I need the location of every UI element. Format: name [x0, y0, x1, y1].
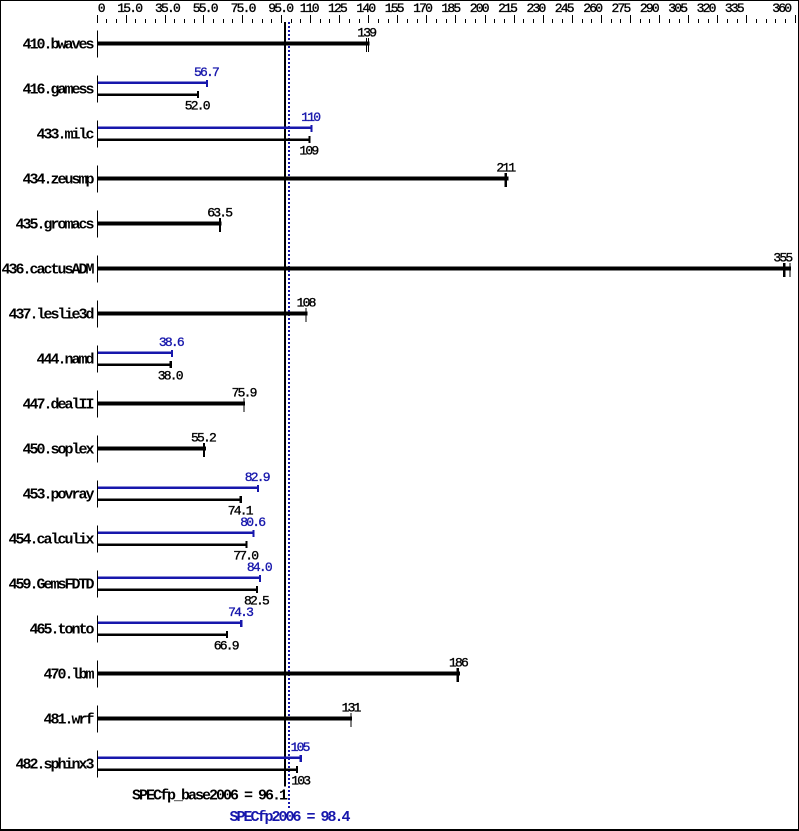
svg-text:481.wrf: 481.wrf — [43, 712, 94, 729]
svg-text:140: 140 — [356, 1, 375, 16]
svg-text:0: 0 — [98, 1, 105, 16]
svg-text:290: 290 — [640, 1, 659, 16]
svg-text:82.5: 82.5 — [244, 594, 269, 609]
svg-text:453.povray: 453.povray — [22, 487, 94, 504]
svg-text:170: 170 — [413, 1, 432, 16]
svg-text:436.cactusADM: 436.cactusADM — [1, 262, 94, 279]
svg-text:75.9: 75.9 — [232, 386, 257, 401]
svg-text:355: 355 — [773, 251, 792, 266]
svg-text:215: 215 — [498, 1, 517, 16]
svg-text:482.sphinx3: 482.sphinx3 — [15, 757, 94, 774]
svg-text:434.zeusmp: 434.zeusmp — [22, 172, 94, 189]
svg-text:77.0: 77.0 — [233, 549, 258, 564]
svg-text:SPECfp_base2006 = 96.1: SPECfp_base2006 = 96.1 — [132, 788, 288, 805]
svg-text:56.7: 56.7 — [194, 65, 219, 80]
svg-text:55.0: 55.0 — [193, 1, 218, 16]
svg-text:416.gamess: 416.gamess — [22, 82, 94, 99]
svg-text:260: 260 — [583, 1, 602, 16]
svg-text:74.3: 74.3 — [228, 605, 253, 620]
svg-text:155: 155 — [385, 1, 404, 16]
svg-text:245: 245 — [555, 1, 574, 16]
svg-text:186: 186 — [449, 656, 468, 671]
svg-text:185: 185 — [441, 1, 460, 16]
svg-text:454.calculix: 454.calculix — [8, 532, 94, 549]
svg-text:55.2: 55.2 — [191, 431, 216, 446]
svg-text:435.gromacs: 435.gromacs — [15, 217, 94, 234]
svg-text:437.leslie3d: 437.leslie3d — [8, 307, 93, 324]
svg-text:38.6: 38.6 — [159, 335, 184, 350]
svg-text:305: 305 — [668, 1, 687, 16]
svg-text:465.tonto: 465.tonto — [29, 622, 94, 639]
svg-text:103: 103 — [291, 774, 310, 789]
svg-text:131: 131 — [342, 701, 362, 716]
svg-text:450.soplex: 450.soplex — [22, 442, 94, 459]
svg-text:74.1: 74.1 — [228, 504, 254, 519]
svg-text:66.9: 66.9 — [214, 639, 239, 654]
svg-text:433.milc: 433.milc — [36, 127, 94, 144]
svg-text:109: 109 — [299, 144, 318, 159]
svg-text:52.0: 52.0 — [185, 99, 210, 114]
svg-text:125: 125 — [328, 1, 347, 16]
svg-text:320: 320 — [697, 1, 716, 16]
svg-text:230: 230 — [526, 1, 545, 16]
svg-text:447.dealII: 447.dealII — [22, 397, 93, 414]
svg-text:108: 108 — [297, 296, 316, 311]
svg-text:38.0: 38.0 — [158, 369, 183, 384]
svg-text:470.lbm: 470.lbm — [43, 667, 94, 684]
svg-text:211: 211 — [496, 161, 516, 176]
svg-text:15.0: 15.0 — [117, 1, 142, 16]
svg-text:35.0: 35.0 — [155, 1, 180, 16]
svg-text:105: 105 — [291, 740, 310, 755]
svg-text:459.GemsFDTD: 459.GemsFDTD — [8, 577, 94, 594]
svg-text:84.0: 84.0 — [247, 560, 272, 575]
svg-text:SPECfp2006 = 98.4: SPECfp2006 = 98.4 — [229, 809, 350, 826]
svg-text:275: 275 — [611, 1, 630, 16]
svg-text:95.0: 95.0 — [268, 1, 293, 16]
svg-text:80.6: 80.6 — [240, 515, 265, 530]
svg-text:444.namd: 444.namd — [36, 352, 93, 369]
svg-text:63.5: 63.5 — [207, 206, 232, 221]
svg-text:82.9: 82.9 — [245, 470, 270, 485]
svg-text:360: 360 — [772, 1, 791, 16]
svg-text:110: 110 — [301, 110, 320, 125]
svg-text:410.bwaves: 410.bwaves — [22, 37, 94, 54]
svg-text:75.0: 75.0 — [231, 1, 256, 16]
svg-text:200: 200 — [470, 1, 489, 16]
svg-text:139: 139 — [357, 26, 376, 41]
svg-text:110: 110 — [300, 1, 319, 16]
svg-text:335: 335 — [725, 1, 744, 16]
